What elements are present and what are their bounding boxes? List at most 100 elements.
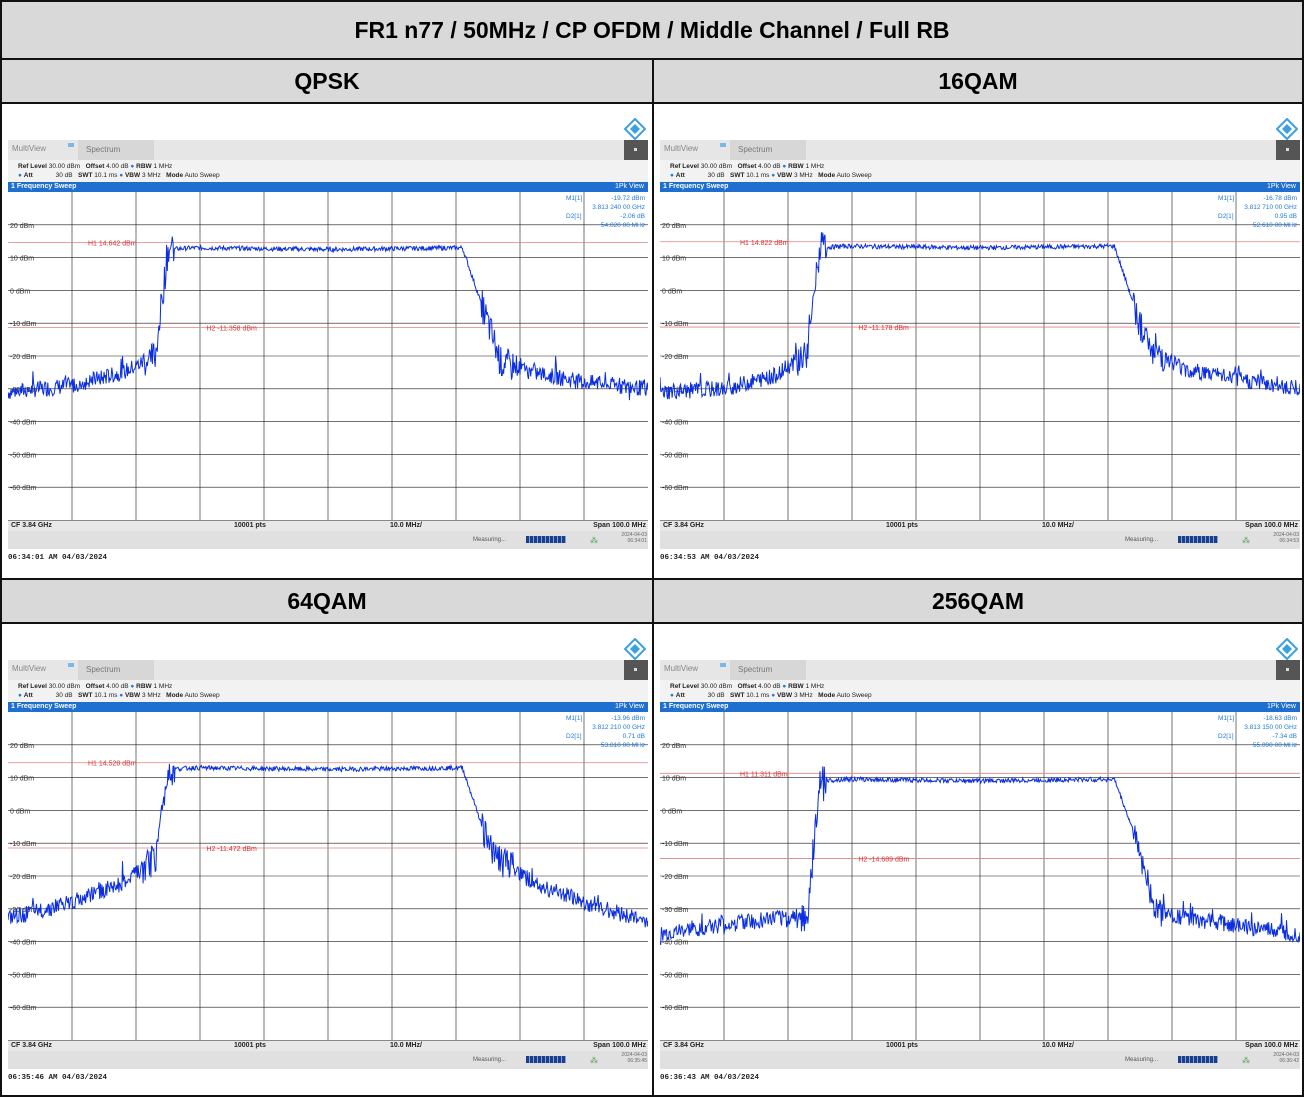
report-title: FR1 n77 / 50MHz / CP OFDM / Middle Chann… [0, 0, 1304, 60]
span-value: Span 100.0 MHz [1245, 1042, 1298, 1049]
modulation-header-qpsk: QPSK [0, 58, 654, 104]
marker-d2-level: 0.95 dB [1275, 213, 1297, 220]
spectrum-tab[interactable]: Spectrum [730, 140, 806, 160]
measuring-status: Measuring... [473, 1057, 507, 1063]
ref-level-value: 30.00 dBm [700, 163, 733, 170]
mode-label: Mode [166, 172, 184, 179]
toolbar-menu-button[interactable] [624, 140, 648, 160]
sweep-window-title: 1 Frequency Sweep 1Pk View [8, 702, 648, 712]
marker-m1-level: -13.96 dBm [611, 715, 645, 722]
marker-d2-label: D2[1] [566, 733, 582, 740]
marker-m1-level: -18.63 dBm [1263, 715, 1297, 722]
toolbar-menu-button[interactable] [1276, 660, 1300, 680]
coupled-icon: ● [670, 692, 674, 699]
multiview-tab[interactable]: MultiView [12, 664, 47, 673]
capture-timestamp: 06:35:46 AM 04/03/2024 [8, 1074, 108, 1082]
swt-label: SWT [78, 692, 93, 699]
y-tick-label: -50 dBm [662, 452, 689, 459]
att-value: 30 dB [55, 172, 73, 179]
capture-timestamp: 06:34:01 AM 04/03/2024 [8, 554, 108, 562]
multiview-indicator-icon [720, 143, 726, 147]
toolbar-menu-button[interactable] [1276, 140, 1300, 160]
h2-label: H2 -11.358 dBm [206, 326, 257, 333]
marker-m1-label: M1[1] [1218, 715, 1234, 722]
y-tick-label: -60 dBm [10, 1005, 37, 1012]
sweep-footer: CF 3.84 GHz 10001 pts 10.0 MHz/ Span 100… [660, 520, 1300, 531]
marker-d2-frequency: 54.020 00 MHz [601, 222, 645, 229]
coupled-icon: ● [130, 163, 135, 170]
span-value: Span 100.0 MHz [1245, 522, 1298, 529]
dot-icon [1286, 148, 1289, 151]
h1-label: H1 11.311 dBm [740, 771, 788, 778]
spectrum-tab[interactable]: Spectrum [78, 660, 154, 680]
coupled-icon: ● [18, 692, 22, 699]
y-tick-label: -40 dBm [10, 940, 37, 947]
y-tick-label: 20 dBm [10, 743, 34, 750]
progress-bar [526, 1056, 566, 1063]
vbw-label: VBW [124, 692, 141, 699]
swt-label: SWT [78, 172, 93, 179]
rbw-value: 1 MHz [153, 163, 173, 170]
toolbar-menu-button[interactable] [624, 660, 648, 680]
dot-icon [634, 148, 637, 151]
rbw-label: RBW [136, 163, 152, 170]
rbw-label: RBW [788, 163, 804, 170]
panel-cell-16qam: MultiView Spectrum Ref Level 30.00 dBm O… [652, 102, 1304, 580]
marker-m1-frequency: 3.813 240 00 GHz [592, 204, 645, 211]
frequency-per-division: 10.0 MHz/ [1042, 522, 1074, 529]
ref-level-label: Ref Level [18, 683, 47, 690]
analyzer-toolbar: MultiView Spectrum [660, 140, 1300, 160]
mode-value: Auto Sweep [836, 172, 872, 179]
sweep-points: 10001 pts [234, 522, 266, 529]
mode-label: Mode [818, 692, 836, 699]
sweep-window-title: 1 Frequency Sweep 1Pk View [8, 182, 648, 192]
span-value: Span 100.0 MHz [593, 522, 646, 529]
view-mode: 1Pk View [1266, 703, 1296, 710]
att-label: Att [23, 692, 33, 699]
spectrum-trace [8, 763, 648, 928]
status-bar: Measuring... ⁂ 2024-04-03 06:36:42 [660, 1051, 1300, 1069]
capture-timestamp: 06:36:43 AM 04/03/2024 [660, 1074, 760, 1082]
offset-value: 4.00 dB [106, 163, 129, 170]
spectrum-tab[interactable]: Spectrum [78, 140, 154, 160]
sweep-footer: CF 3.84 GHz 10001 pts 10.0 MHz/ Span 100… [8, 520, 648, 531]
multiview-tab[interactable]: MultiView [664, 144, 699, 153]
y-tick-label: -20 dBm [10, 354, 37, 361]
dot-icon [1286, 668, 1289, 671]
ref-level-label: Ref Level [18, 163, 47, 170]
capture-timestamp: 06:34:53 AM 04/03/2024 [660, 554, 760, 562]
y-tick-label: 20 dBm [662, 743, 686, 750]
spectrum-tab[interactable]: Spectrum [730, 660, 806, 680]
coupled-icon: ● [771, 692, 776, 699]
h2-label: H2 -14.689 dBm [858, 857, 909, 864]
multiview-tab[interactable]: MultiView [12, 144, 47, 153]
progress-bar [526, 536, 566, 543]
swt-value: 10.1 ms [94, 692, 118, 699]
y-tick-label: -10 dBm [10, 321, 37, 328]
network-icon: ⁂ [1242, 1056, 1250, 1065]
analyzer-toolbar: MultiView Spectrum [660, 660, 1300, 680]
marker-m1-frequency: 3.812 210 00 GHz [592, 724, 645, 731]
measurement-settings: Ref Level 30.00 dBm Offset 4.00 dB ● RBW… [660, 680, 1300, 702]
sweep-points: 10001 pts [886, 1042, 918, 1049]
rbw-label: RBW [136, 683, 152, 690]
sweep-title: 1 Frequency Sweep [663, 183, 729, 190]
rs-logo-icon [624, 118, 646, 140]
sweep-title: 1 Frequency Sweep [11, 183, 77, 190]
frequency-per-division: 10.0 MHz/ [1042, 1042, 1074, 1049]
vbw-value: 3 MHz [793, 172, 813, 179]
center-frequency: CF 3.84 GHz [663, 1042, 704, 1049]
y-tick-label: 0 dBm [662, 808, 682, 815]
multiview-tab[interactable]: MultiView [664, 664, 699, 673]
panel-cell-qpsk: MultiView Spectrum Ref Level 30.00 dBm O… [0, 102, 654, 580]
swt-value: 10.1 ms [746, 692, 770, 699]
ref-level-label: Ref Level [670, 683, 699, 690]
coupled-icon: ● [130, 683, 135, 690]
sweep-title: 1 Frequency Sweep [11, 703, 77, 710]
att-label: Att [23, 172, 33, 179]
swt-value: 10.1 ms [746, 172, 770, 179]
y-tick-label: -50 dBm [10, 972, 37, 979]
frequency-per-division: 10.0 MHz/ [390, 522, 422, 529]
y-tick-label: -40 dBm [662, 940, 689, 947]
